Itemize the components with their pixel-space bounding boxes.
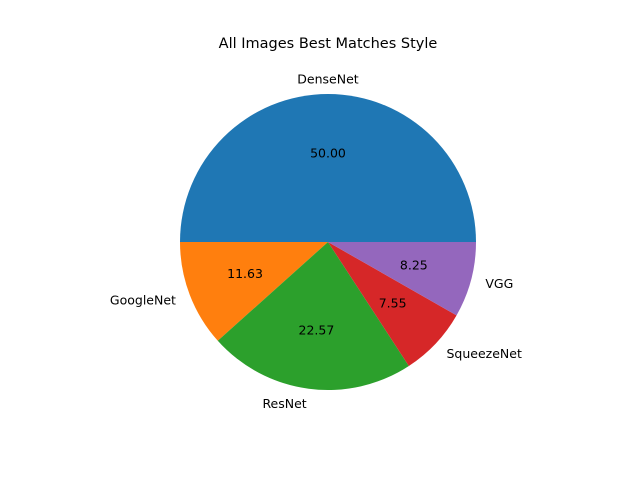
chart-title: All Images Best Matches Style — [219, 36, 438, 52]
value-label-googlenet: 11.63 — [227, 266, 263, 281]
slice-label-densenet: DenseNet — [297, 72, 358, 87]
slice-label-squeezenet: SqueezeNet — [447, 346, 522, 361]
pie-slice-vgg — [328, 242, 476, 316]
pie-slice-resnet — [217, 242, 409, 390]
value-label-resnet: 22.57 — [299, 323, 335, 338]
value-label-squeezenet: 7.55 — [379, 295, 407, 310]
slice-labels: DenseNet GoogleNet ResNet SqueezeNet VGG — [110, 72, 522, 411]
slice-label-vgg: VGG — [485, 276, 513, 291]
value-labels: 50.00 11.63 22.57 7.55 8.25 — [227, 146, 428, 338]
pie-slice-googlenet — [180, 242, 328, 341]
pie-slice-densenet — [180, 94, 476, 242]
pie-slice-squeezenet — [328, 242, 457, 366]
value-label-densenet: 50.00 — [310, 146, 346, 161]
pie-slices — [180, 94, 476, 390]
slice-label-resnet: ResNet — [262, 396, 306, 411]
slice-label-googlenet: GoogleNet — [110, 293, 176, 308]
value-label-vgg: 8.25 — [400, 257, 428, 272]
